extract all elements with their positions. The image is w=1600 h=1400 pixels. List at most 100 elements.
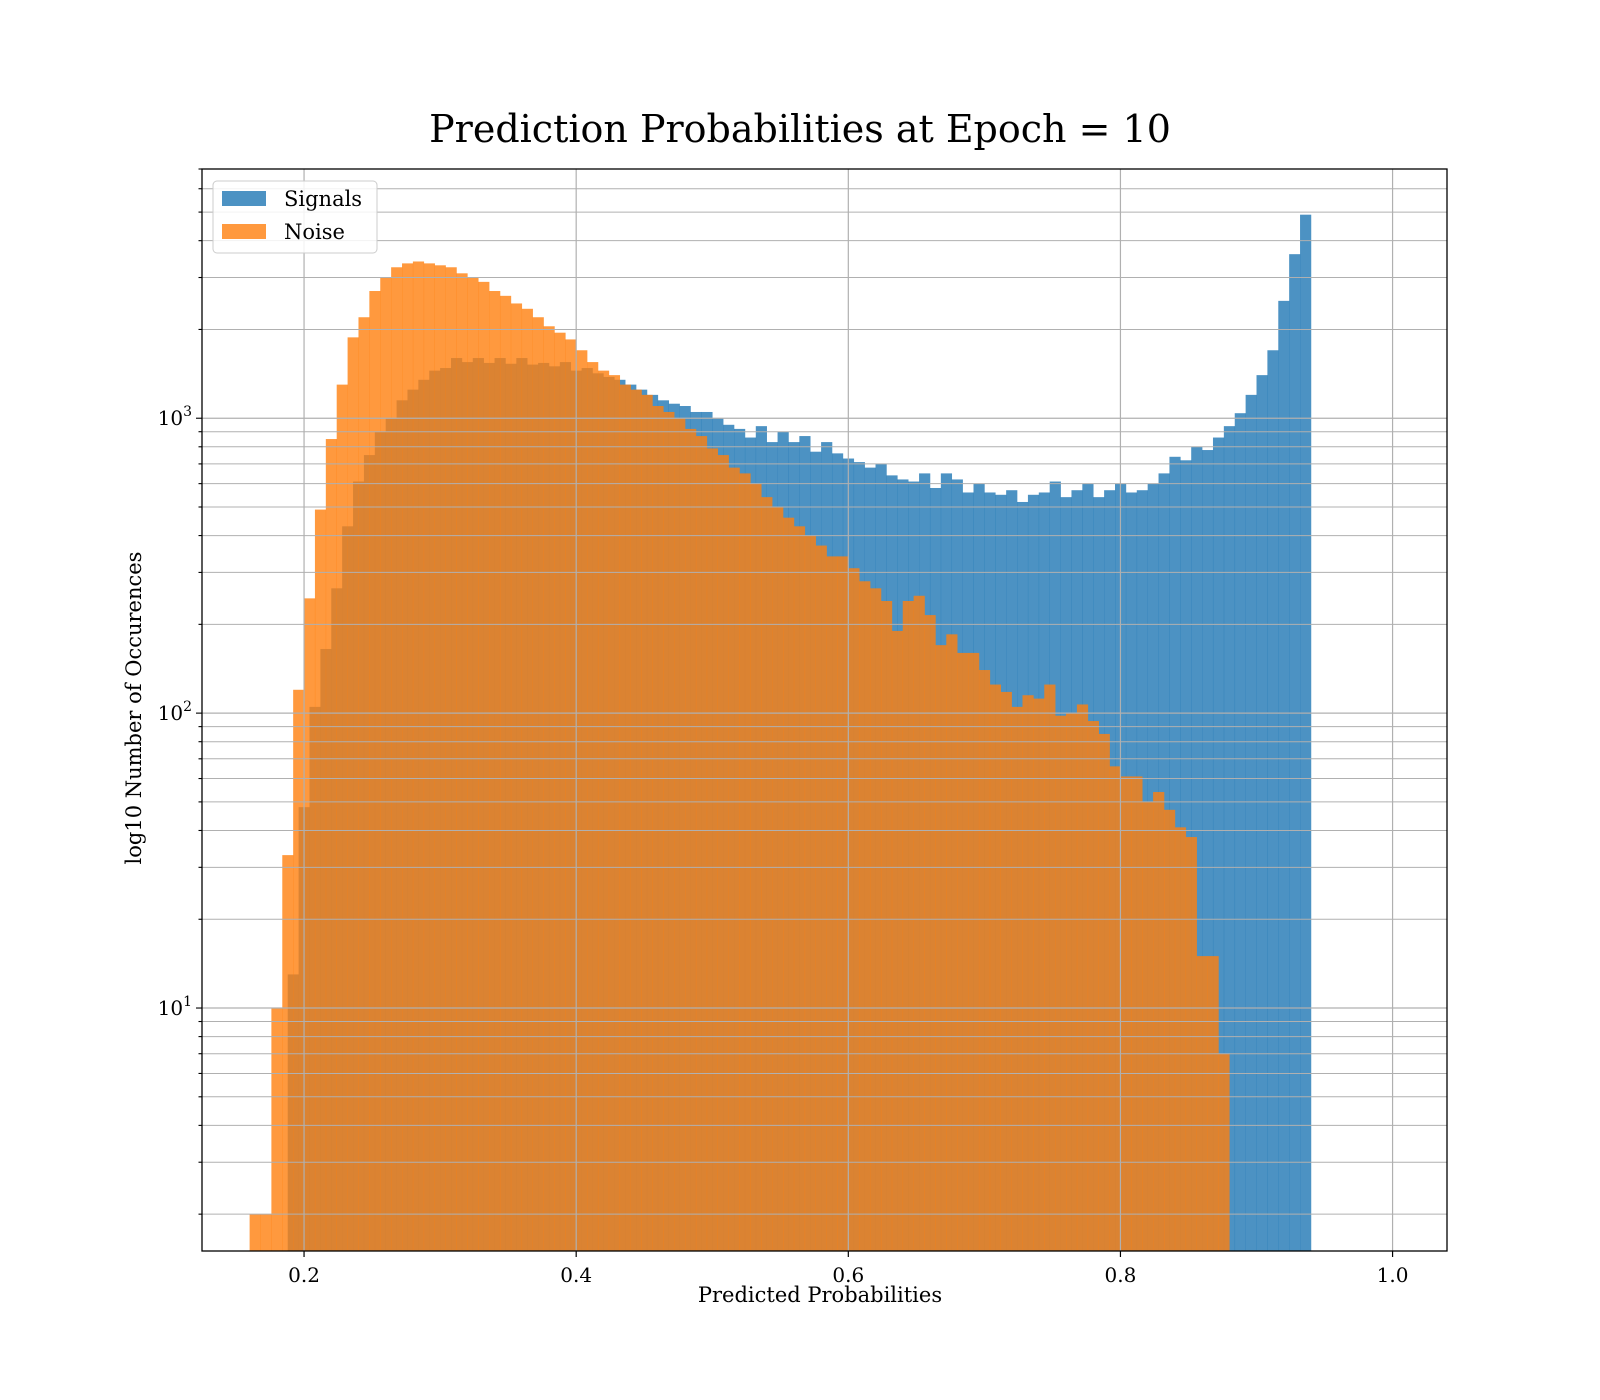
histogram-bar (891, 630, 904, 1251)
histogram-bar (1131, 776, 1143, 1251)
histogram-bar (1163, 809, 1176, 1251)
y-tick-label: 102 (158, 699, 192, 725)
histogram-bar (630, 389, 642, 1251)
histogram-bar (304, 598, 316, 1251)
histogram-bar (695, 436, 708, 1251)
x-tick-label: 0.2 (288, 1263, 320, 1287)
bars-layer (249, 214, 1312, 1252)
histogram-bar (859, 581, 871, 1251)
histogram-bar (1256, 375, 1268, 1251)
histogram-bar (380, 277, 392, 1251)
histogram-bar (293, 689, 305, 1251)
x-axis-label: Predicted Probabilities (698, 1283, 942, 1307)
histogram-bar (772, 507, 784, 1251)
histogram-bar (1212, 437, 1225, 1251)
histogram-bar (968, 652, 980, 1251)
histogram-bar (1223, 426, 1236, 1251)
histogram-bar (576, 350, 588, 1251)
histogram-bar (565, 339, 577, 1251)
histogram-bar (608, 375, 621, 1251)
histogram-bar (597, 370, 610, 1251)
plot-area: 0.2 0.4 0.6 0.8 1.0 101 102 103 Signals Noise (158, 168, 1448, 1287)
legend: Signals Noise (212, 180, 378, 254)
histogram-bar (913, 595, 925, 1251)
histogram-bar (478, 281, 490, 1251)
histogram-bar (619, 384, 631, 1251)
histogram-bar (1234, 413, 1246, 1251)
histogram-bar (325, 439, 338, 1251)
histogram-bar (826, 556, 838, 1251)
x-tick-label: 1.0 (1377, 1263, 1409, 1287)
legend-label-signals: Signals (284, 187, 362, 211)
x-tick-label: 0.4 (560, 1263, 592, 1287)
histogram-bar (761, 497, 773, 1251)
histogram-bar (652, 406, 664, 1251)
histogram-bar (554, 332, 566, 1251)
histogram-bar (1098, 733, 1110, 1251)
histogram-bar (510, 303, 523, 1252)
histogram-bar (434, 265, 446, 1251)
histogram-bar (1076, 704, 1089, 1251)
histogram-bar (499, 295, 512, 1252)
histogram-bar (880, 601, 893, 1251)
histogram-bar (1300, 214, 1312, 1252)
histogram-bar (989, 684, 1002, 1251)
x-tick-label: 0.6 (832, 1263, 864, 1287)
histogram-bar (336, 384, 348, 1251)
histogram-bar (1278, 300, 1290, 1251)
grid-layer (202, 168, 1447, 1251)
histogram-bar (532, 317, 544, 1251)
histogram-bar (674, 418, 686, 1252)
histogram-bar (543, 326, 555, 1251)
histogram-bar (1267, 350, 1279, 1251)
histogram-bar (957, 652, 969, 1251)
histogram-bar (641, 394, 653, 1251)
histogram-bar (848, 568, 860, 1251)
histogram-bar (1011, 706, 1023, 1251)
histogram-bar (347, 337, 359, 1251)
x-tick-label: 0.8 (1105, 1263, 1137, 1287)
histogram-bar (369, 291, 381, 1251)
histogram-bar (1033, 698, 1045, 1251)
histogram-bar (663, 411, 675, 1252)
histogram-bar (924, 615, 936, 1251)
histogram-bar (935, 645, 947, 1251)
histogram-bar (456, 273, 468, 1251)
histogram-bar (423, 263, 435, 1251)
histogram-bar (1022, 695, 1034, 1251)
histogram-bar (706, 448, 718, 1251)
histogram-bar (587, 362, 599, 1252)
histogram-bar (793, 526, 806, 1251)
histogram-bar (358, 317, 370, 1251)
histogram-bar (1218, 1053, 1230, 1251)
legend-swatch-signals (222, 191, 266, 206)
histogram-bar (783, 517, 795, 1251)
histogram-bar (1202, 450, 1214, 1251)
histogram-bar (314, 509, 327, 1252)
histogram-bar (1174, 827, 1187, 1251)
histogram-bar (412, 261, 425, 1251)
histogram-bar (902, 601, 914, 1251)
histogram-bar (1066, 713, 1078, 1251)
histogram-bar (467, 277, 479, 1251)
y-tick-label: 103 (158, 404, 192, 430)
histogram-bar (804, 535, 816, 1251)
chart-title: Prediction Probabilities at Epoch = 10 (429, 107, 1171, 151)
plot-frame (201, 168, 1448, 1252)
histogram-bar (282, 855, 294, 1251)
histogram-bar (815, 545, 827, 1251)
y-axis-label: log10 Number of Occurences (122, 552, 146, 865)
histogram-bar (1142, 801, 1154, 1251)
histogram-bar (739, 473, 751, 1251)
histogram-bar (946, 634, 958, 1251)
histogram-bar (717, 455, 729, 1251)
histogram-bar (260, 1214, 272, 1251)
histogram-bar (1196, 956, 1208, 1251)
histogram-bar (1087, 721, 1099, 1251)
y-tick-label: 101 (158, 994, 192, 1020)
histogram-bar (1245, 394, 1257, 1251)
histogram-bar (685, 428, 697, 1251)
histogram-bar (1000, 691, 1012, 1251)
histogram-bar (1289, 254, 1301, 1252)
histogram-bar (728, 467, 740, 1251)
